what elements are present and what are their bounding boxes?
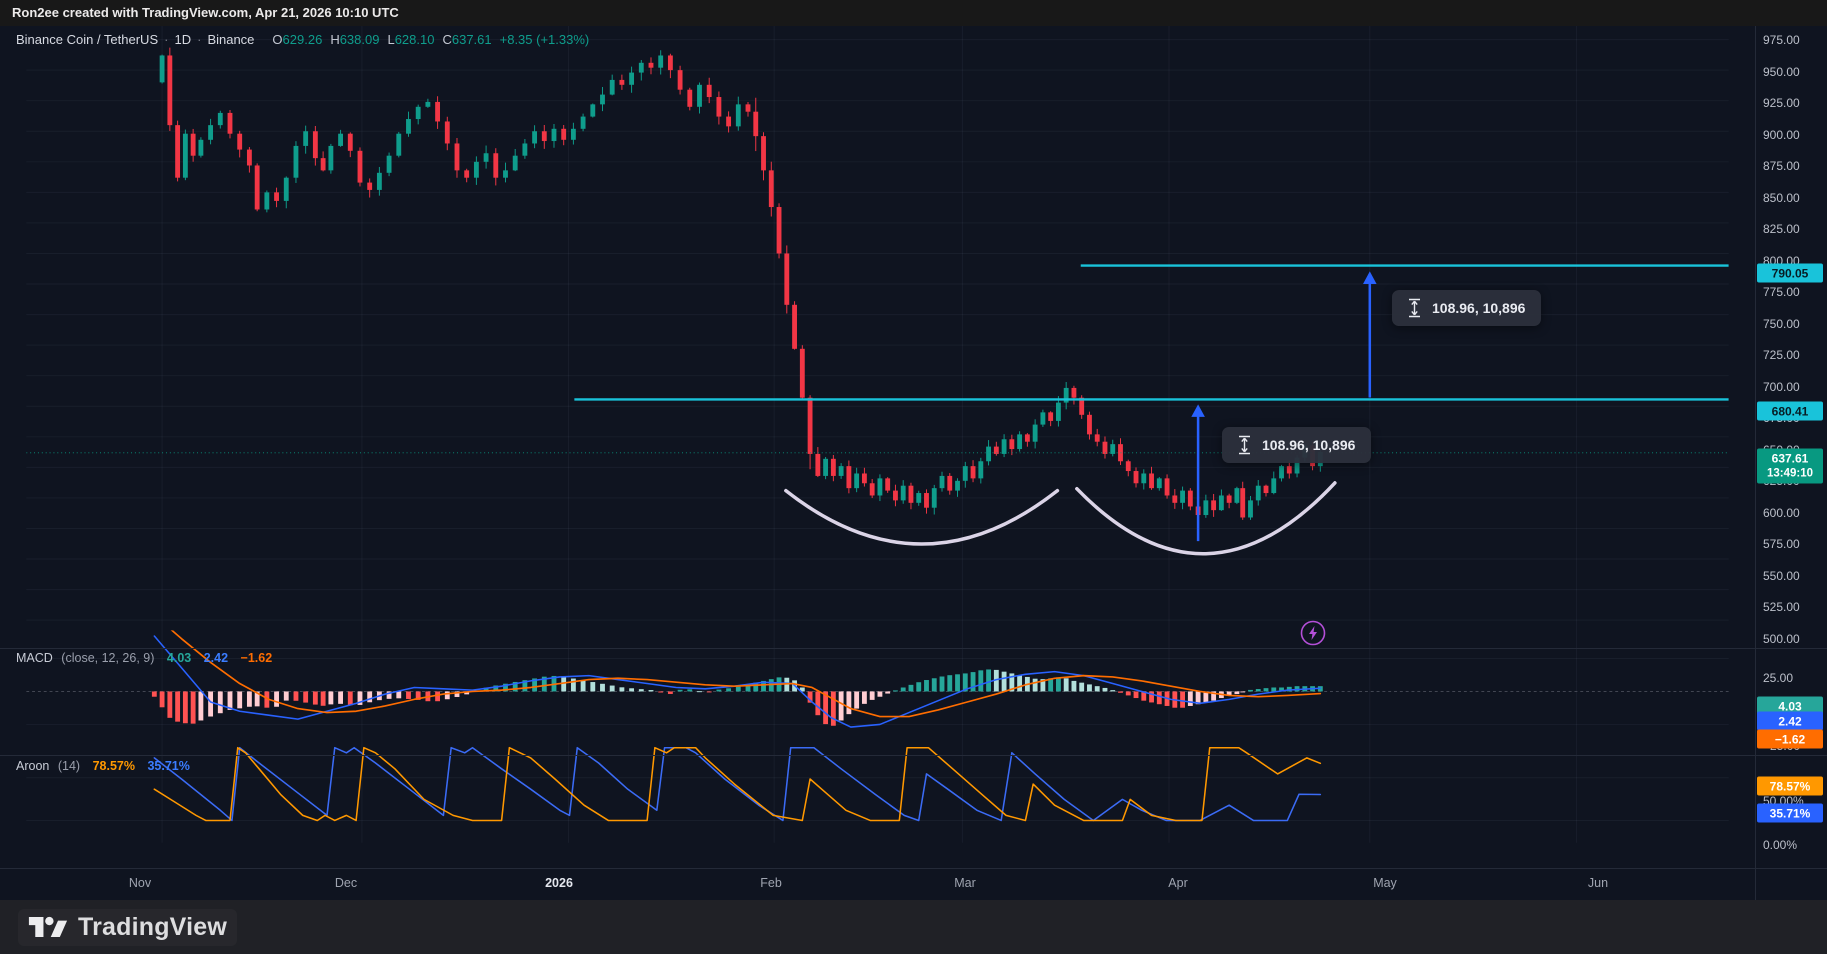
symbol-title[interactable]: Binance Coin / TetherUS — [16, 32, 159, 47]
credit-text: Ron2ee created with TradingView.com, Apr… — [12, 5, 399, 20]
price-label: 35.71% — [1757, 803, 1823, 823]
axis-tick: 850.00 — [1763, 190, 1800, 205]
axis-tick: 750.00 — [1763, 316, 1800, 331]
exchange: Binance — [207, 32, 255, 47]
measure-tooltip: 108.96, 10,896 — [1392, 290, 1542, 326]
axis-tick: 925.00 — [1763, 96, 1800, 110]
time-label: Feb — [760, 876, 782, 890]
macd-hist-value: 4.03 — [166, 651, 192, 665]
axis-tick: 875.00 — [1763, 159, 1800, 173]
axis-tick: 700.00 — [1763, 379, 1800, 394]
macd-pane — [26, 630, 1729, 728]
macd-signal-value: −1.62 — [240, 651, 273, 665]
time-label: Nov — [128, 876, 152, 890]
time-label: Jun — [1587, 876, 1609, 890]
axis-tick: 975.00 — [1763, 33, 1800, 47]
axis-tick: 725.00 — [1763, 348, 1800, 362]
axis-tick: 600.00 — [1763, 505, 1800, 520]
aroon-up-value: 78.57% — [92, 759, 135, 773]
lightning-icon[interactable] — [1300, 620, 1326, 651]
aroon-down-value: 35.71% — [147, 759, 190, 773]
measure-icon — [1239, 435, 1250, 455]
time-label: Dec — [334, 876, 358, 890]
measure-icon — [1409, 298, 1420, 318]
credit-bar: Ron2ee created with TradingView.com, Apr… — [0, 0, 1827, 26]
time-label: May — [1373, 876, 1397, 890]
macd-legend[interactable]: MACD (close, 12, 26, 9) 4.03 2.42 −1.62 — [16, 651, 273, 665]
grid-lines — [26, 26, 1729, 843]
axis-tick: 0.00% — [1763, 838, 1798, 852]
measure-value: 108.96, 10,896 — [1262, 437, 1356, 453]
price-axis[interactable]: 975.00 950.00 925.00 900.00 875.00 850.00 825.… — [1755, 26, 1827, 900]
axis-tick: 950.00 — [1763, 64, 1800, 79]
pane-separator-macd[interactable] — [0, 648, 1827, 649]
measure-value: 108.96, 10,896 — [1432, 300, 1526, 316]
axis-tick: 825.00 — [1763, 222, 1800, 236]
axis-tick: 525.00 — [1763, 600, 1800, 614]
axis-tick: 550.00 — [1763, 568, 1800, 583]
change-value: +8.35 (+1.33%) — [499, 32, 590, 47]
axis-separator — [1755, 26, 1756, 900]
interval[interactable]: 1D — [174, 32, 192, 47]
price-label: 78.57% — [1757, 776, 1823, 796]
price-label: 680.41 — [1757, 401, 1823, 421]
price-label: −1.62 — [1757, 729, 1823, 749]
time-label: Mar — [954, 876, 976, 890]
ohlc-values: O629.26 H638.09 L628.10 C637.61 +8.35 (+1.33… — [272, 32, 590, 47]
price-label: 790.05 — [1757, 263, 1823, 283]
time-label: Apr — [1168, 876, 1188, 890]
axis-tick: 500.00 — [1763, 631, 1800, 646]
price-annotations — [26, 264, 1729, 556]
axis-tick: 775.00 — [1763, 285, 1800, 299]
symbol-legend[interactable]: Binance Coin / TetherUS · 1D · Binance O629.2… — [16, 32, 590, 47]
price-label: 637.61 13:49:10 — [1757, 448, 1823, 484]
macd-line-value: 2.42 — [203, 651, 229, 665]
aroon-pane — [153, 746, 1322, 822]
time-label: 2026 — [545, 876, 573, 890]
tradingview-brand[interactable]: TradingView — [18, 909, 237, 946]
tradingview-logo-icon — [28, 916, 68, 937]
axis-tick: 25.00 — [1763, 671, 1794, 685]
axis-tick: 575.00 — [1763, 537, 1800, 551]
aroon-legend[interactable]: Aroon (14) 78.57% 35.71% — [16, 759, 190, 773]
footer-bar: TradingView — [0, 900, 1827, 954]
pane-separator-aroon[interactable] — [0, 755, 1827, 756]
price-label: 4.03 — [1757, 696, 1823, 716]
axis-tick: 900.00 — [1763, 127, 1800, 142]
chart-canvas[interactable] — [0, 26, 1755, 868]
brand-name: TradingView — [78, 912, 228, 941]
measure-tooltip: 108.96, 10,896 — [1222, 427, 1372, 463]
price-label: 2.42 — [1757, 711, 1823, 731]
time-axis[interactable]: Nov Dec 2026 Feb Mar Apr May Jun — [0, 868, 1827, 901]
